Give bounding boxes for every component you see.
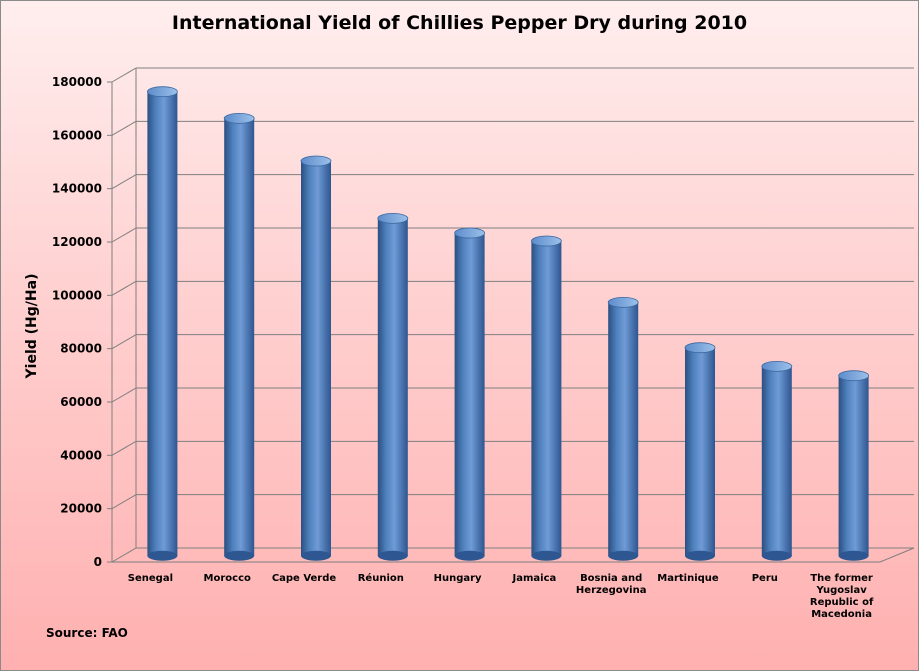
y-tick-label: 180000 <box>52 75 102 89</box>
gridline-side <box>111 280 137 296</box>
bar <box>454 227 486 561</box>
bar-top <box>454 227 486 239</box>
bar <box>761 360 793 561</box>
bar-base <box>761 550 792 561</box>
y-tick-label: 160000 <box>52 128 102 142</box>
gridline-side <box>111 67 137 83</box>
x-tick-label: Bosnia and Herzegovina <box>576 573 647 596</box>
gridline-side <box>111 547 137 563</box>
x-tick-label: Peru <box>752 573 778 584</box>
bar-base <box>454 550 485 561</box>
gridline-side <box>111 120 137 136</box>
bar-body <box>147 91 178 556</box>
x-tick-label: Morocco <box>204 573 251 584</box>
gridline-side <box>111 334 137 350</box>
bar-top <box>223 112 255 124</box>
y-tick-label: 0 <box>94 555 102 569</box>
y-tick-label: 80000 <box>60 342 102 356</box>
x-tick-label: Jamaica <box>512 573 557 584</box>
bar <box>684 342 716 561</box>
gridline-side <box>111 494 137 510</box>
bar-top <box>607 296 639 308</box>
source-note: Source: FAO <box>46 626 128 640</box>
bar <box>838 370 869 561</box>
gridline-side <box>111 387 137 403</box>
bar-body <box>377 218 408 556</box>
bar-body <box>608 302 639 556</box>
bar-body <box>301 161 331 556</box>
bar <box>300 155 332 561</box>
bar-body <box>224 118 255 556</box>
chart-title: International Yield of Chillies Pepper D… <box>171 12 748 34</box>
y-tick-label: 120000 <box>52 235 102 249</box>
bar-top <box>684 342 716 354</box>
y-tick-label: 140000 <box>52 182 102 196</box>
gridline-side <box>111 227 137 243</box>
bar-top <box>146 86 178 98</box>
x-tick-label: Hungary <box>434 573 482 584</box>
bar <box>607 296 639 561</box>
y-tick-label: 20000 <box>60 502 102 516</box>
bar-body <box>685 347 715 556</box>
x-tick-label: The former Yugoslav Republic of Macedonia <box>810 573 874 620</box>
bar-top <box>761 360 793 372</box>
gridline-side <box>111 174 137 190</box>
bar-base <box>224 550 255 561</box>
gridline-side <box>111 440 137 456</box>
x-tick-label: Cape Verde <box>272 573 337 584</box>
bar-top <box>300 155 332 167</box>
bar-base <box>301 550 331 561</box>
bar-body <box>838 375 869 556</box>
y-tick-label: 100000 <box>52 288 102 302</box>
axis-labels: 0 20000 40000 60000 80000 100000 120000 140000 1… <box>52 75 874 620</box>
bar-base <box>147 550 178 561</box>
bar-body <box>531 241 562 556</box>
y-tick-label: 60000 <box>60 395 102 409</box>
bar-top <box>377 212 409 224</box>
bar <box>377 212 409 561</box>
bar-base <box>838 550 869 561</box>
bar <box>531 235 562 561</box>
bar-base <box>531 550 562 561</box>
bar <box>223 112 255 561</box>
bar-base <box>377 550 408 561</box>
y-tick-label: 40000 <box>60 448 102 462</box>
x-tick-label: Réunion <box>358 572 404 584</box>
bars <box>146 86 869 561</box>
bar-top <box>531 235 562 247</box>
bar-base <box>685 550 715 561</box>
bar-body <box>454 233 485 556</box>
bar-body <box>761 366 792 556</box>
x-tick-label: Martinique <box>657 573 719 584</box>
bar <box>146 86 178 561</box>
bar-top <box>838 370 869 382</box>
x-tick-label: Senegal <box>128 573 173 584</box>
bar-base <box>608 550 639 561</box>
